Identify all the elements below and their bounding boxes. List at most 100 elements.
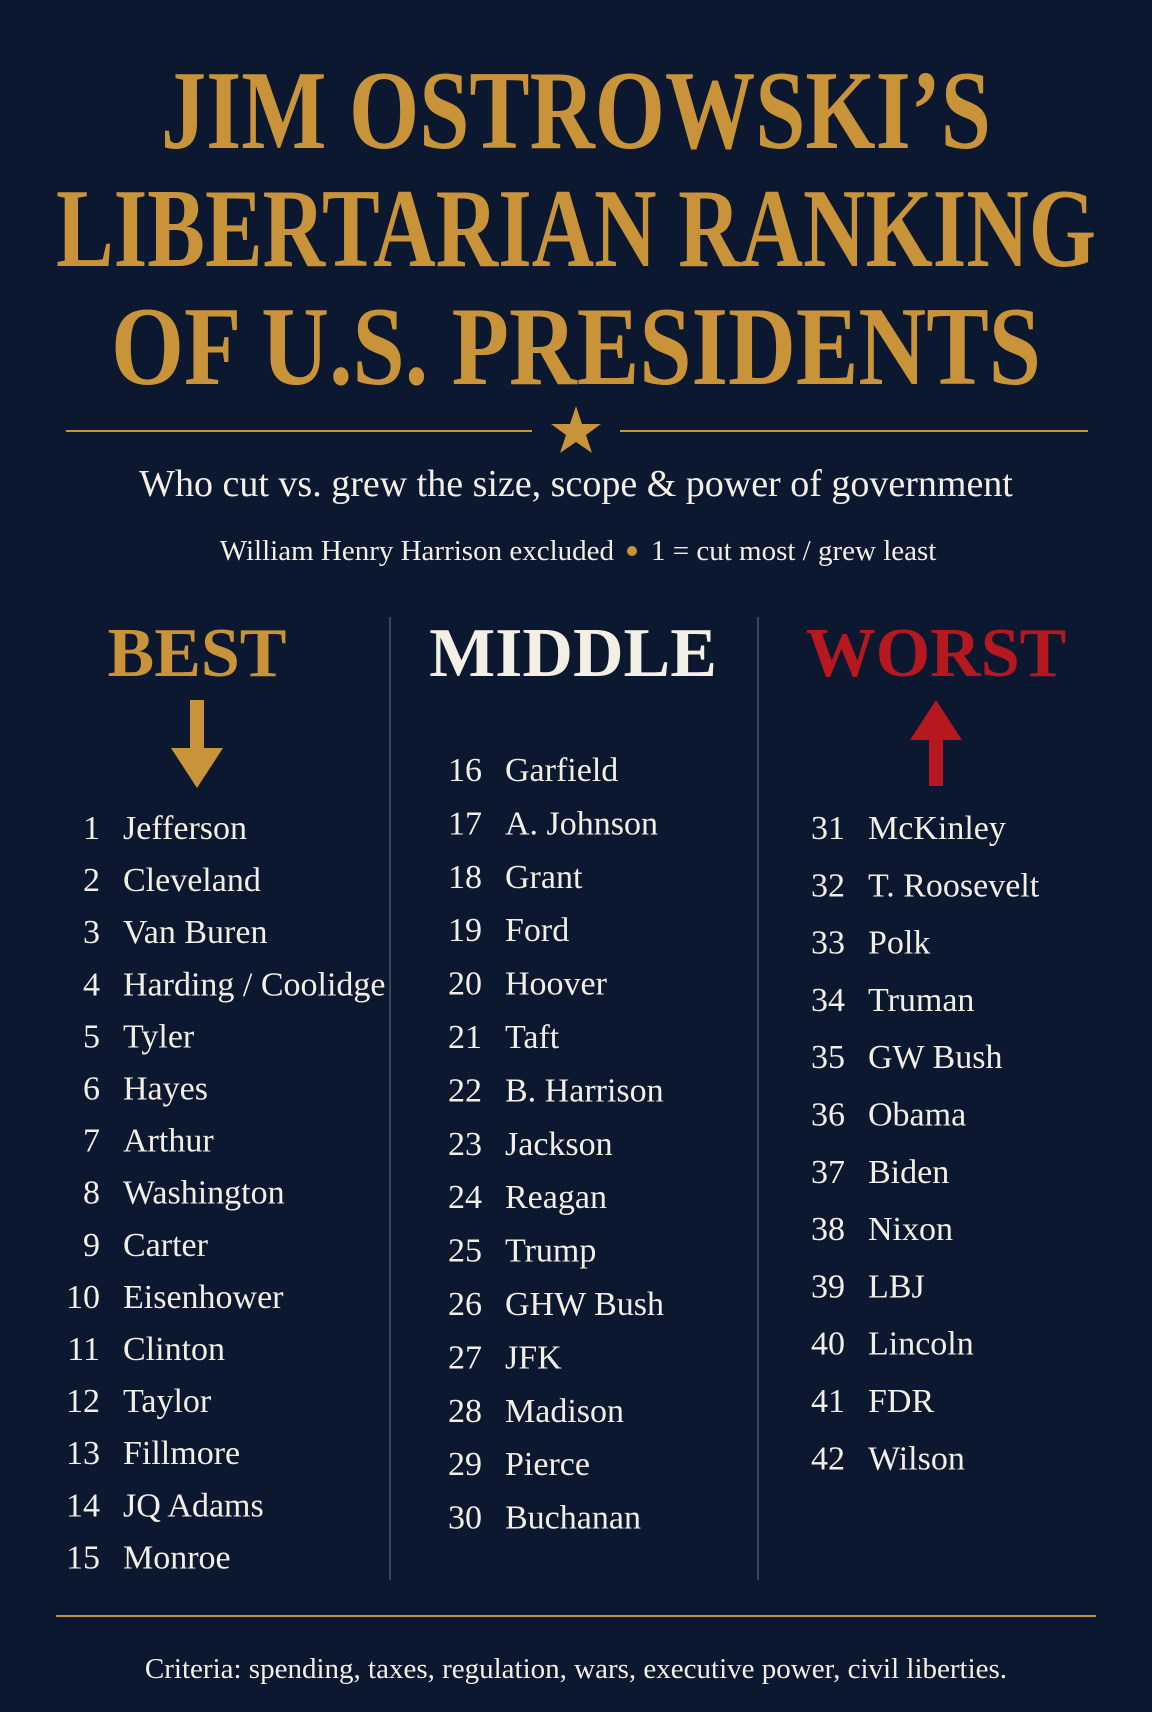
star [551, 406, 601, 453]
title-line: LIBERTARIAN RANKING [56, 167, 1096, 291]
note: William Henry Harrison excluded [220, 535, 615, 567]
rank: 29 [448, 1446, 482, 1483]
rank: 39 [811, 1268, 845, 1305]
rank: 22 [448, 1072, 482, 1109]
president-name: Van Buren [123, 914, 267, 951]
rank: 17 [448, 805, 482, 842]
rank: 34 [811, 982, 845, 1019]
rank: 31 [811, 810, 845, 847]
president-name: Arthur [123, 1123, 214, 1160]
rank: 35 [811, 1039, 845, 1076]
rank: 5 [83, 1018, 100, 1055]
president-name: LBJ [868, 1268, 925, 1305]
rank: 1 [83, 810, 100, 847]
rank: 26 [448, 1286, 482, 1323]
rank: 4 [83, 966, 100, 1003]
president-name: Madison [505, 1393, 624, 1430]
rank: 3 [83, 914, 100, 951]
president-name: JQ Adams [123, 1487, 264, 1524]
president-name: GW Bush [868, 1039, 1002, 1076]
president-name: Polk [868, 925, 930, 962]
president-name: Fillmore [123, 1435, 240, 1472]
rank: 41 [811, 1383, 845, 1420]
rank: 11 [67, 1331, 100, 1368]
president-name: Wilson [868, 1440, 965, 1477]
president-name: Buchanan [505, 1500, 641, 1537]
president-name: Jackson [505, 1126, 613, 1163]
rank: 30 [448, 1500, 482, 1537]
president-name: Carter [123, 1227, 209, 1264]
down-arrow [171, 700, 223, 788]
president-name: Taft [505, 1019, 560, 1056]
rank: 37 [811, 1154, 845, 1191]
rank: 25 [448, 1233, 482, 1270]
president-name: Truman [868, 982, 974, 1019]
rank: 10 [66, 1279, 100, 1316]
president-name: FDR [868, 1383, 934, 1420]
president-name: Garfield [505, 752, 618, 789]
rank: 16 [448, 752, 482, 789]
rank: 12 [66, 1383, 100, 1420]
president-name: Eisenhower [123, 1279, 284, 1316]
president-name: Hoover [505, 966, 608, 1003]
president-name: T. Roosevelt [868, 867, 1040, 904]
president-name: Tyler [123, 1018, 195, 1055]
president-name: JFK [505, 1339, 562, 1376]
president-name: Hayes [123, 1071, 208, 1108]
president-name: Pierce [505, 1446, 590, 1483]
rank: 14 [66, 1487, 100, 1524]
title-line: JIM OSTROWSKI’S [161, 49, 991, 173]
up-arrow [910, 700, 962, 786]
president-name: Harding / Coolidge [123, 966, 386, 1003]
president-name: McKinley [868, 810, 1006, 847]
rank: 9 [83, 1227, 100, 1264]
rank: 27 [448, 1339, 482, 1376]
president-name: Biden [868, 1154, 949, 1191]
president-name: Trump [505, 1233, 596, 1270]
subtitle: Who cut vs. grew the size, scope & power… [139, 463, 1013, 505]
rank: 19 [448, 912, 482, 949]
rank: 42 [811, 1440, 845, 1477]
rank: 28 [448, 1393, 482, 1430]
rank: 20 [448, 966, 482, 1003]
rank: 13 [66, 1435, 100, 1472]
title-line: OF U.S. PRESIDENTS [111, 285, 1041, 409]
column-heading: WORST [806, 615, 1067, 692]
president-name: Lincoln [868, 1326, 974, 1363]
rank: 2 [83, 862, 100, 899]
rank: 32 [811, 867, 845, 904]
president-name: A. Johnson [505, 805, 658, 842]
rank: 7 [83, 1123, 100, 1160]
rank: 23 [448, 1126, 482, 1163]
rank: 36 [811, 1097, 845, 1134]
rank: 40 [811, 1326, 845, 1363]
president-name: Obama [868, 1097, 966, 1134]
bullet [627, 546, 637, 556]
footer: Criteria: spending, taxes, regulation, w… [145, 1653, 1007, 1685]
president-name: Reagan [505, 1179, 607, 1216]
rank: 6 [83, 1071, 100, 1108]
rank: 38 [811, 1211, 845, 1248]
rank: 21 [448, 1019, 482, 1056]
president-name: Nixon [868, 1211, 953, 1248]
rank: 8 [83, 1175, 100, 1212]
president-name: Ford [505, 912, 569, 949]
president-name: Cleveland [123, 862, 261, 899]
rank: 33 [811, 925, 845, 962]
president-name: Grant [505, 859, 583, 896]
rank: 18 [448, 859, 482, 896]
president-name: Clinton [123, 1331, 225, 1368]
president-name: B. Harrison [505, 1072, 664, 1109]
president-name: Washington [123, 1175, 285, 1212]
president-name: GHW Bush [505, 1286, 664, 1323]
note: 1 = cut most / grew least [651, 535, 936, 567]
president-name: Taylor [123, 1383, 212, 1420]
column-heading: MIDDLE [429, 615, 717, 692]
president-name: Jefferson [123, 810, 247, 847]
column-heading: BEST [108, 615, 287, 692]
rank: 15 [66, 1539, 100, 1576]
president-name: Monroe [123, 1539, 231, 1576]
